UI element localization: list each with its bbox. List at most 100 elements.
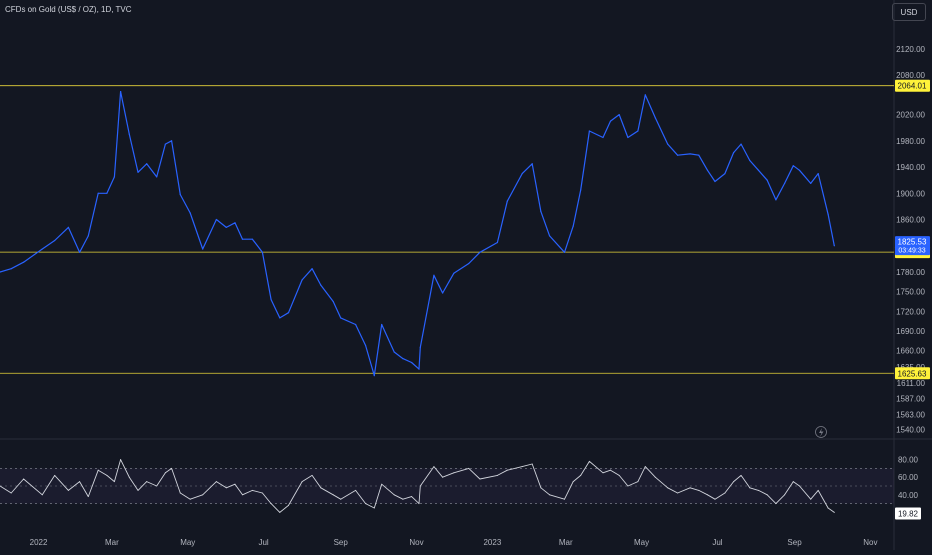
oscillator-point: [320, 487, 322, 489]
price-point: [775, 199, 777, 201]
level-label-box: [895, 367, 930, 380]
oscillator-point: [128, 476, 130, 478]
price-point: [580, 189, 582, 191]
oscillator-point: [270, 503, 272, 505]
oscillator-point: [531, 463, 533, 465]
oscillator-point: [67, 489, 69, 491]
price-point: [442, 292, 444, 294]
y-tick-label: 2020.00: [896, 111, 925, 120]
oscillator-point: [202, 494, 204, 496]
oscillator-point: [411, 496, 413, 498]
y-tick-label: 1611.00: [897, 379, 926, 388]
oscillator-point: [393, 494, 395, 496]
oscillator-value-box: [895, 507, 921, 520]
oscillator-point: [137, 489, 139, 491]
oscillator-point: [749, 487, 751, 489]
oscillator-point: [381, 483, 383, 485]
price-point: [609, 120, 612, 122]
oscillator-point: [234, 483, 236, 485]
y-tick-label: 1540.00: [896, 425, 925, 434]
price-point: [757, 169, 760, 171]
oscillator-point: [602, 472, 604, 474]
price-point: [540, 211, 542, 213]
price-point: [810, 182, 812, 185]
oscillator-point: [784, 494, 786, 496]
currency-button[interactable]: USD: [892, 3, 926, 21]
oscillator-point: [775, 503, 777, 505]
y-tick-label: 1860.00: [896, 216, 925, 225]
oscillator-point: [580, 474, 582, 476]
price-point: [41, 248, 43, 250]
price-point: [667, 143, 669, 145]
oscillator-point: [724, 492, 726, 494]
x-tick-label: Nov: [409, 538, 423, 547]
oscillator-point: [572, 481, 574, 483]
level-label: 2064.01: [898, 82, 927, 91]
price-point: [677, 154, 679, 156]
price-point: [0, 271, 1, 273]
oscillator-point: [549, 494, 551, 496]
y-tick-label: 2120.00: [896, 45, 925, 54]
oscillator-point: [637, 481, 639, 483]
oscillator-point: [757, 489, 759, 491]
price-point: [689, 153, 691, 155]
x-tick-label: Jul: [258, 538, 268, 547]
price-point: [287, 312, 290, 314]
x-tick-label: 2023: [483, 538, 501, 547]
price-point: [627, 136, 629, 139]
y-tick-label: 1660.00: [896, 347, 925, 356]
oscillator-point: [706, 494, 708, 496]
price-point: [644, 94, 646, 96]
x-tick-label: Mar: [105, 538, 119, 547]
level-label: 1625.63: [898, 369, 927, 378]
oscillator-point: [0, 485, 1, 487]
oscillator-point: [365, 503, 367, 505]
price-point: [270, 298, 272, 301]
y-tick-label: 1940.00: [896, 163, 925, 172]
y-tick-label: 2080.00: [896, 71, 925, 80]
price-point: [225, 226, 227, 228]
price-point: [698, 154, 700, 156]
price-point: [714, 180, 716, 183]
price-point: [410, 361, 413, 364]
oscillator-point: [179, 492, 181, 494]
price-point: [364, 344, 367, 347]
price-point: [531, 163, 533, 165]
oscillator-point: [146, 481, 148, 483]
oscillator-point: [41, 494, 43, 496]
oscillator-point: [667, 487, 669, 489]
price-point: [87, 235, 89, 237]
price-point: [572, 225, 574, 227]
price-point: [23, 261, 25, 263]
oscillator-series-line: [0, 459, 835, 513]
price-point: [418, 368, 420, 370]
oscillator-point: [23, 478, 25, 480]
y-tick-label: 1780.00: [896, 268, 925, 277]
price-point: [724, 173, 726, 175]
price-point: [179, 193, 181, 196]
y-tick-label: 1587.00: [896, 395, 925, 404]
x-tick-label: Nov: [863, 538, 877, 547]
oscillator-value-label: 19.82: [898, 510, 919, 519]
oscillator-point: [610, 469, 612, 471]
price-point: [106, 192, 108, 194]
oscillator-point: [792, 481, 794, 483]
oscillator-point: [156, 485, 158, 487]
price-point: [792, 165, 794, 167]
oscillator-point: [418, 503, 420, 505]
oscillator-point: [113, 481, 115, 483]
oscillator-point: [189, 498, 191, 500]
oscillator-point: [340, 498, 342, 500]
price-point: [279, 317, 281, 319]
oscillator-point: [97, 469, 99, 471]
price-point: [97, 192, 99, 194]
y-tick-label: 1750.00: [896, 288, 925, 297]
price-point: [783, 182, 786, 185]
oscillator-point: [279, 511, 281, 513]
price-point: [189, 212, 191, 214]
oscillator-tick-label: 40.00: [898, 491, 919, 500]
oscillator-point: [714, 498, 716, 500]
oscillator-point: [79, 481, 81, 483]
oscillator-point: [106, 474, 108, 476]
